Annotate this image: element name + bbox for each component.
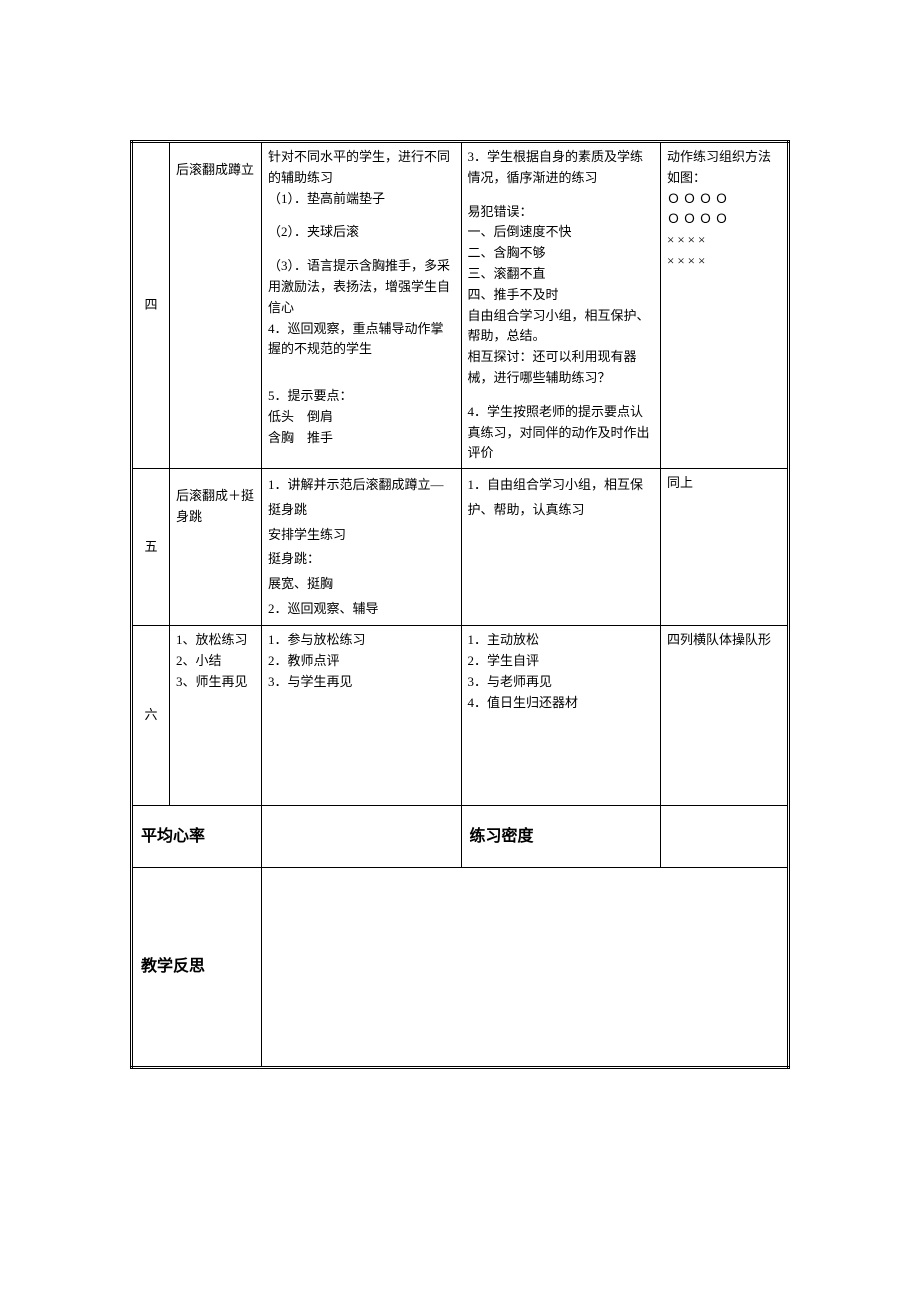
exercise-density-label: 练习密度 xyxy=(461,806,661,868)
row-five-topic: 后滚翻成＋挺身跳 xyxy=(170,469,262,626)
topic-text: 后滚翻成＋挺身跳 xyxy=(176,486,255,528)
row-four-topic: 后滚翻成蹲立 xyxy=(170,142,262,469)
row-six-teacher: 1．参与放松练习 2．教师点评 3．与学生再见 xyxy=(262,626,462,806)
stud-line: 4．学生按照老师的提示要点认真练习，对同伴的动作及时作出评价 xyxy=(468,402,655,464)
exercise-density-value xyxy=(661,806,789,868)
row-six-student: 1．主动放松 2．学生自评 3．与老师再见 4．值日生归还器材 xyxy=(461,626,661,806)
topic-text: 后滚翻成蹲立 xyxy=(176,160,255,181)
stud-line: 一、后倒速度不快 xyxy=(468,222,655,243)
row-four: 四 后滚翻成蹲立 针对不同水平的学生，进行不同的辅助练习 （1）．垫高前端垫子 … xyxy=(132,142,789,469)
num-label: 六 xyxy=(144,707,157,722)
row-six-org: 四列横队体操队形 xyxy=(661,626,789,806)
num-label: 五 xyxy=(144,539,157,554)
teach-line: 针对不同水平的学生，进行不同的辅助练习 xyxy=(268,147,455,189)
label-text: 平均心率 xyxy=(141,828,205,845)
row-five: 五 后滚翻成＋挺身跳 1．讲解并示范后滚翻成蹲立—挺身跳 安排学生练习 挺身跳：… xyxy=(132,469,789,626)
row-six-topic: 1、放松练习 2、小结 3、师生再见 xyxy=(170,626,262,806)
teach-line: 5．提示要点： xyxy=(268,386,455,407)
topic-line: 1、放松练习 xyxy=(176,630,255,651)
teach-line: 3．与学生再见 xyxy=(268,672,455,693)
row-four-student: 3．学生根据自身的素质及学练情况，循序渐进的练习 易犯错误： 一、后倒速度不快 … xyxy=(461,142,661,469)
label-text: 教学反思 xyxy=(141,958,205,975)
label-text: 练习密度 xyxy=(470,828,534,845)
teach-line: 安排学生练习 xyxy=(268,523,455,548)
stud-line: 3．学生根据自身的素质及学练情况，循序渐进的练习 xyxy=(468,147,655,189)
teach-line: 1．参与放松练习 xyxy=(268,630,455,651)
teach-line: （3）．语言提示含胸推手，多采用激励法，表扬法，增强学生自信心 xyxy=(268,256,455,318)
teach-line: 4．巡回观察，重点辅导动作掌握的不规范的学生 xyxy=(268,319,455,361)
row-five-student: 1．自由组合学习小组，相互保护、帮助，认真练习 xyxy=(461,469,661,626)
teach-line: 2．教师点评 xyxy=(268,651,455,672)
formation-x-row: ×××× xyxy=(667,230,781,251)
formation-circle-row: ＯＯＯＯ xyxy=(667,189,781,210)
lesson-plan-table: 四 后滚翻成蹲立 针对不同水平的学生，进行不同的辅助练习 （1）．垫高前端垫子 … xyxy=(130,140,790,1069)
org-line: 四列横队体操队形 xyxy=(667,630,781,651)
stud-line: 1．主动放松 xyxy=(468,630,655,651)
stud-line: 2．学生自评 xyxy=(468,651,655,672)
stud-line: 二、含胸不够 xyxy=(468,243,655,264)
teach-line: 1．讲解并示范后滚翻成蹲立—挺身跳 xyxy=(268,473,455,522)
stud-line: 1．自由组合学习小组，相互保护、帮助，认真练习 xyxy=(468,473,655,522)
org-line: 动作练习组织方法如图： xyxy=(667,147,781,189)
stud-line: 自由组合学习小组，相互保护、帮助，总结。 xyxy=(468,306,655,348)
row-five-org: 同上 xyxy=(661,469,789,626)
formation-x-row: ×××× xyxy=(667,251,781,272)
teaching-reflection-label: 教学反思 xyxy=(132,868,262,1068)
teaching-reflection-content xyxy=(262,868,789,1068)
row-five-num: 五 xyxy=(132,469,170,626)
teach-line: 2．巡回观察、辅导 xyxy=(268,597,455,622)
row-four-num: 四 xyxy=(132,142,170,469)
teach-line: 含胸 推手 xyxy=(268,428,455,449)
formation-circle-row: ＯＯＯＯ xyxy=(667,209,781,230)
topic-line: 2、小结 xyxy=(176,651,255,672)
row-six-num: 六 xyxy=(132,626,170,806)
stud-line: 3．与老师再见 xyxy=(468,672,655,693)
teach-line: 低头 倒肩 xyxy=(268,407,455,428)
row-four-org: 动作练习组织方法如图： ＯＯＯＯ ＯＯＯＯ ×××× ×××× xyxy=(661,142,789,469)
stud-line: 4．值日生归还器材 xyxy=(468,693,655,714)
teach-line: 展宽、挺胸 xyxy=(268,572,455,597)
org-line: 同上 xyxy=(667,473,781,494)
stud-line: 易犯错误： xyxy=(468,202,655,223)
stud-line: 四、推手不及时 xyxy=(468,285,655,306)
stud-line: 三、滚翻不直 xyxy=(468,264,655,285)
teach-line: 挺身跳： xyxy=(268,547,455,572)
teach-line: （1）．垫高前端垫子 xyxy=(268,189,455,210)
avg-heart-rate-value xyxy=(262,806,462,868)
num-label: 四 xyxy=(144,297,157,312)
stud-line: 相互探讨：还可以利用现有器械，进行哪些辅助练习？ xyxy=(468,347,655,389)
row-six: 六 1、放松练习 2、小结 3、师生再见 1．参与放松练习 2．教师点评 3．与… xyxy=(132,626,789,806)
row-four-teacher: 针对不同水平的学生，进行不同的辅助练习 （1）．垫高前端垫子 （2）．夹球后滚 … xyxy=(262,142,462,469)
topic-line: 3、师生再见 xyxy=(176,672,255,693)
teach-line: （2）．夹球后滚 xyxy=(268,222,455,243)
row-reflection: 教学反思 xyxy=(132,868,789,1068)
row-five-teacher: 1．讲解并示范后滚翻成蹲立—挺身跳 安排学生练习 挺身跳： 展宽、挺胸 2．巡回… xyxy=(262,469,462,626)
row-metrics: 平均心率 练习密度 xyxy=(132,806,789,868)
avg-heart-rate-label: 平均心率 xyxy=(132,806,262,868)
